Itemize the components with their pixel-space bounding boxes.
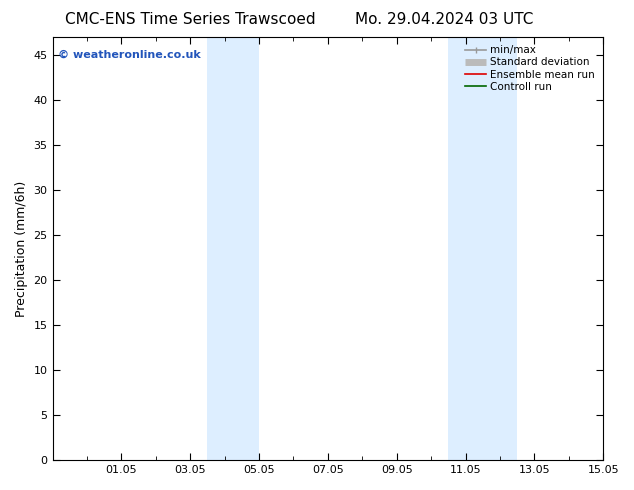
- Text: Mo. 29.04.2024 03 UTC: Mo. 29.04.2024 03 UTC: [354, 12, 533, 27]
- Bar: [207, 37, 259, 460]
- Text: CMC-ENS Time Series Trawscoed: CMC-ENS Time Series Trawscoed: [65, 12, 316, 27]
- Bar: [448, 37, 517, 460]
- Legend: min/max, Standard deviation, Ensemble mean run, Controll run: min/max, Standard deviation, Ensemble me…: [462, 42, 598, 95]
- Y-axis label: Precipitation (mm/6h): Precipitation (mm/6h): [15, 180, 28, 317]
- Text: © weatheronline.co.uk: © weatheronline.co.uk: [58, 50, 201, 60]
